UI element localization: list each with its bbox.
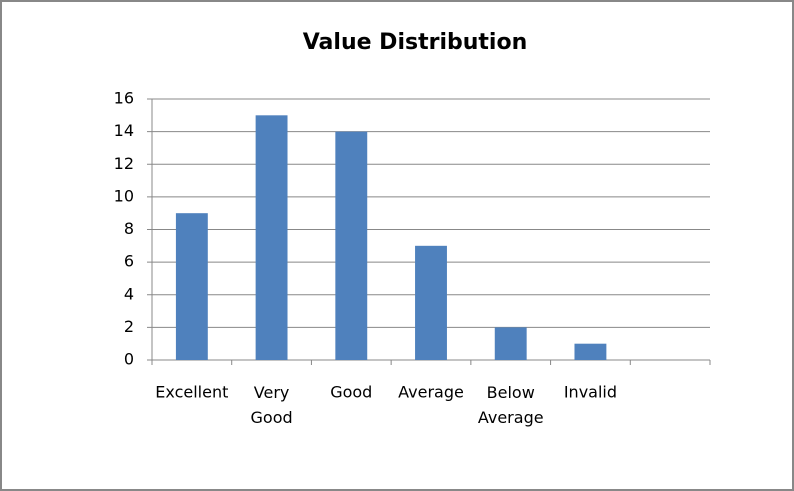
- x-tick-label: Good: [330, 383, 372, 402]
- y-tick-label: 12: [114, 154, 134, 173]
- x-tick-label: Excellent: [155, 383, 228, 402]
- bar: [494, 327, 527, 360]
- bar: [175, 213, 208, 360]
- y-tick-label: 16: [114, 89, 134, 108]
- y-tick-label: 0: [124, 350, 134, 369]
- y-tick-label: 2: [124, 317, 134, 336]
- bar: [574, 343, 607, 360]
- y-tick-label: 10: [114, 186, 134, 205]
- y-tick-label: 8: [124, 219, 134, 238]
- y-tick-label: 6: [124, 252, 134, 271]
- x-tick-label: Invalid: [564, 383, 617, 402]
- chart-title: Value Distribution: [303, 30, 528, 55]
- x-tick-label: Below Average: [478, 383, 544, 427]
- bar: [335, 131, 368, 360]
- x-tick-label: Average: [398, 383, 464, 402]
- bar: [255, 115, 288, 360]
- x-tick-label: Very Good: [251, 383, 293, 427]
- bar: [415, 245, 447, 360]
- y-tick-label: 4: [124, 284, 134, 303]
- y-tick-label: 14: [114, 121, 134, 140]
